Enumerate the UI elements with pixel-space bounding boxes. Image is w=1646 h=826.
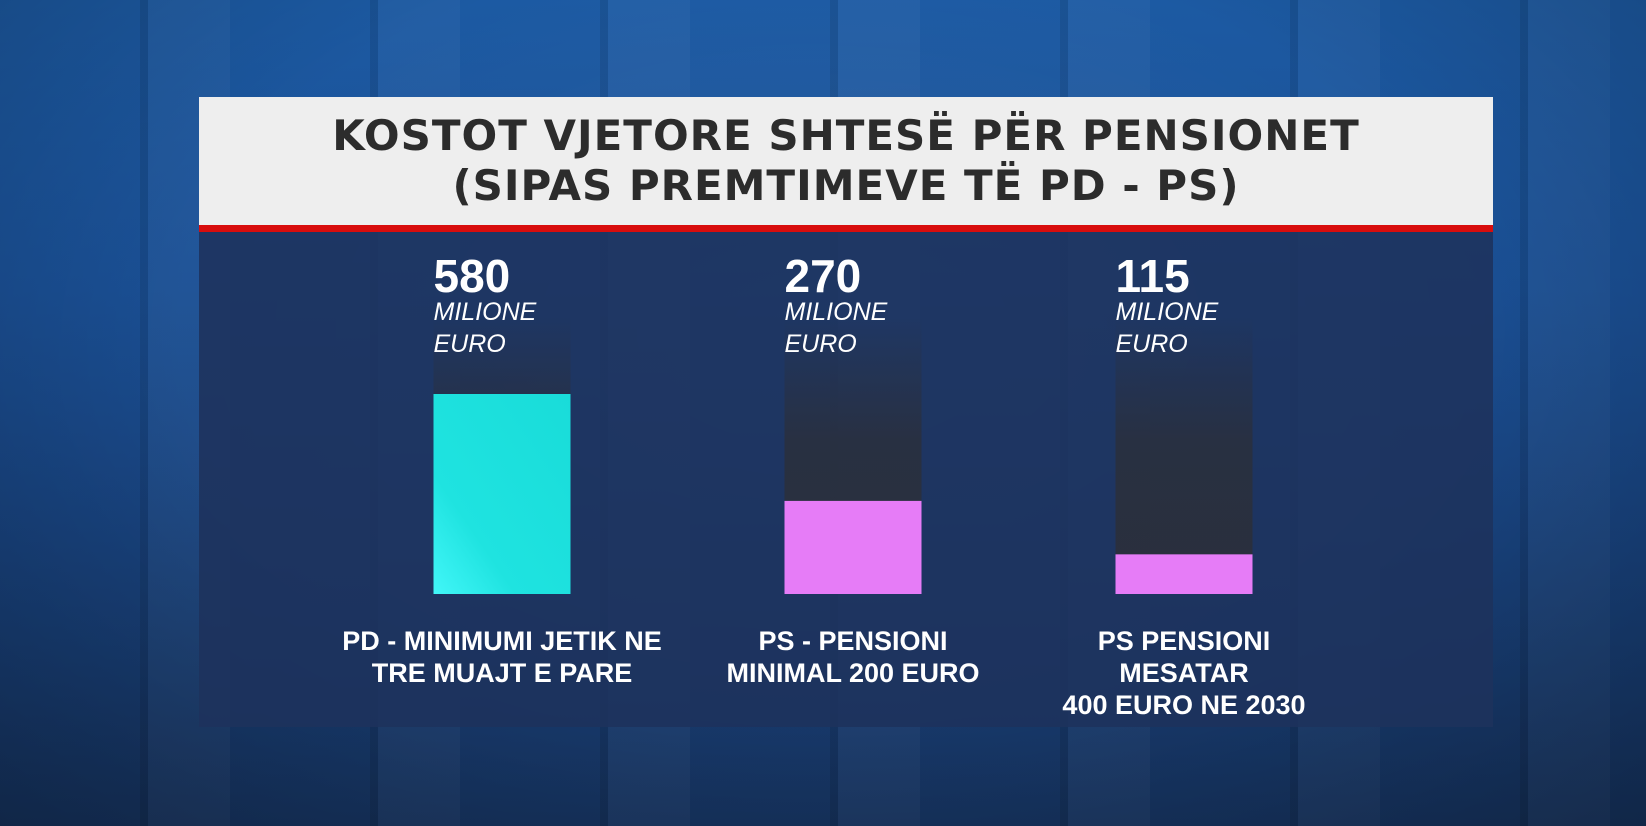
bar-value-label: 580 bbox=[434, 250, 511, 302]
chart-title-line-2: (SIPAS PREMTIMEVE TË PD - PS) bbox=[452, 161, 1240, 210]
category-label: PD - MINIMUMI JETIK NE bbox=[342, 626, 662, 656]
bar-unit-label: EURO bbox=[1116, 330, 1188, 358]
bar-unit-label: MILIONE bbox=[434, 298, 537, 326]
bar-unit-label: MILIONE bbox=[785, 298, 888, 326]
category-label: MINIMAL 200 EURO bbox=[726, 658, 979, 688]
bar-unit-label: EURO bbox=[434, 330, 506, 358]
infographic-panel: KOSTOT VJETORE SHTESË PËR PENSIONET (SIP… bbox=[199, 97, 1493, 727]
chart-area: 580 MILIONE EURO PD - MINIMUMI JETIK NE TRE … bbox=[199, 232, 1493, 727]
title-box: KOSTOT VJETORE SHTESË PËR PENSIONET (SIP… bbox=[199, 97, 1493, 225]
bar-track bbox=[1115, 317, 1253, 594]
bar-unit-label: MILIONE bbox=[1116, 298, 1219, 326]
bar-unit-label: EURO bbox=[785, 330, 857, 358]
bar bbox=[433, 394, 571, 594]
title-accent-rule bbox=[199, 225, 1493, 232]
category-label: PS - PENSIONI bbox=[758, 626, 947, 656]
chart-title-line-1: KOSTOT VJETORE SHTESË PËR PENSIONET bbox=[332, 111, 1360, 160]
bar bbox=[1115, 554, 1253, 594]
bar bbox=[784, 500, 922, 594]
category-label: MESATAR bbox=[1119, 658, 1249, 688]
category-label: PS PENSIONI bbox=[1098, 626, 1271, 656]
bar-value-label: 270 bbox=[785, 250, 862, 302]
category-label: 400 EURO NE 2030 bbox=[1062, 690, 1305, 720]
category-label: TRE MUAJT E PARE bbox=[372, 658, 633, 688]
bar-value-label: 115 bbox=[1116, 250, 1190, 302]
